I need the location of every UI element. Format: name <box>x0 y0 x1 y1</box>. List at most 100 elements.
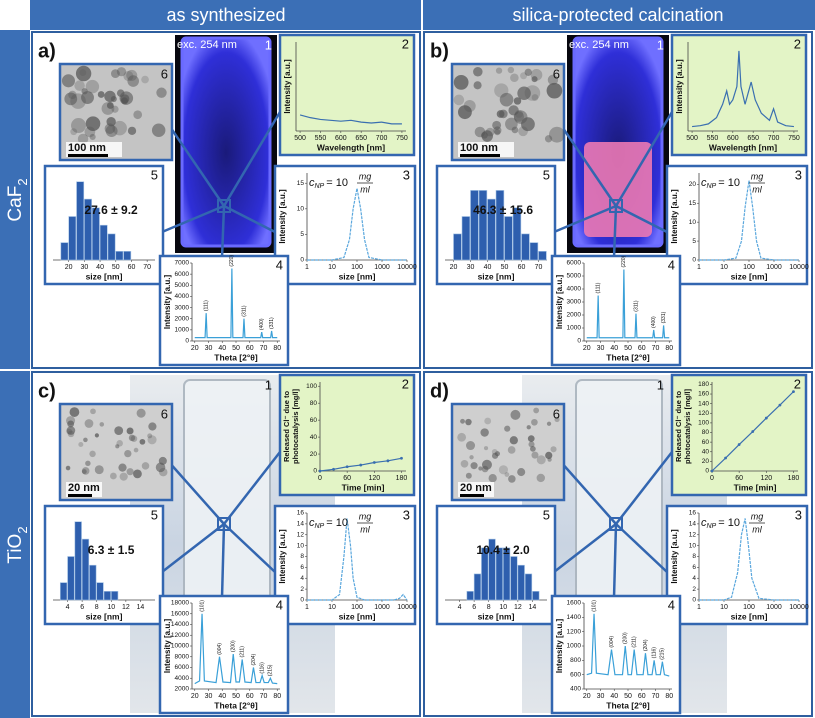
inset <box>278 373 416 497</box>
concentration-denominator: ml <box>360 184 370 194</box>
y-axis-label: Intensity [a.u.] <box>675 59 684 114</box>
column-title: as synthesized <box>166 5 285 25</box>
connector <box>222 111 282 207</box>
x-tick-label: 50 <box>232 693 240 700</box>
particle <box>460 459 469 468</box>
size-annotation: 10.4 ± 2.0 <box>476 543 530 557</box>
hist-bar <box>60 242 69 261</box>
hist-bar <box>487 198 496 261</box>
particle <box>85 79 100 94</box>
particle <box>473 81 482 90</box>
y-tick-label: 4000 <box>175 293 190 300</box>
y-tick-label: 1000 <box>567 643 582 650</box>
y-tick-label: 0 <box>300 597 304 604</box>
particle <box>116 67 127 77</box>
x-axis-label: Theta [2°θ] <box>606 700 650 710</box>
x-tick-label: 80 <box>665 693 673 700</box>
concentration-numerator: mg <box>359 511 372 521</box>
particle <box>550 446 557 453</box>
scale-box <box>458 482 494 497</box>
y-axis-label: Intensity [a.u.] <box>283 59 292 114</box>
y-tick-label: 14000 <box>171 621 189 628</box>
inset <box>43 504 165 626</box>
particle <box>89 133 96 140</box>
particle <box>531 76 538 83</box>
y-tick-label: 8 <box>300 553 304 560</box>
x-tick-label: 4 <box>458 604 462 611</box>
hist-bar <box>532 590 540 601</box>
particle <box>133 469 142 479</box>
peak-label: (211) <box>632 636 638 648</box>
y-axis-label: Intensity [a.u.] <box>555 619 564 674</box>
row-title-main: TiO <box>5 534 26 564</box>
particle <box>495 67 503 74</box>
inset <box>665 164 809 286</box>
inset-number: 3 <box>403 167 410 182</box>
y-tick-label: 80 <box>310 400 318 407</box>
size-annotation: 27.6 ± 9.2 <box>84 203 138 217</box>
inset-number: 4 <box>276 597 283 612</box>
y-tick-label: 15 <box>689 200 697 207</box>
x-tick-label: 70 <box>535 264 543 271</box>
concentration-part: = 10 <box>326 177 348 189</box>
x-axis-label: Time [min] <box>342 482 385 492</box>
y-tick-label: 14 <box>689 521 697 528</box>
hist-bar <box>488 538 496 601</box>
connector <box>223 204 276 234</box>
x-tick-label: 30 <box>467 264 475 271</box>
hist-bar <box>473 573 482 601</box>
x-tick-label: 1000 <box>374 264 390 271</box>
data-point <box>359 463 363 467</box>
hist-bar <box>74 521 82 601</box>
connector <box>220 523 226 599</box>
particle <box>141 462 150 470</box>
inset-number: 4 <box>668 597 675 612</box>
peak-label: (116) <box>651 647 657 659</box>
y-tick-label: 2 <box>300 586 304 593</box>
particle <box>66 426 76 435</box>
x-axis-label: size [nm] <box>478 611 515 621</box>
particle <box>67 430 75 438</box>
x-tick-label: 30 <box>205 693 213 700</box>
x-tick-label: 60 <box>638 345 646 352</box>
x-tick-label: 20 <box>583 345 591 352</box>
peak-label: (331) <box>269 317 275 329</box>
y-tick-label: 1600 <box>567 600 582 607</box>
y-tick-label: 60 <box>310 417 318 424</box>
inset-number: 2 <box>402 36 409 51</box>
particle <box>81 467 90 475</box>
x-tick-label: 30 <box>597 693 605 700</box>
y-axis-label: Intensity [a.u.] <box>278 529 287 584</box>
particle <box>518 126 528 137</box>
concentration-part: = 10 <box>326 517 348 529</box>
x-tick-label: 60 <box>128 264 136 271</box>
connector <box>223 523 276 573</box>
x-tick-label: 50 <box>232 345 240 352</box>
concentration-part: NP <box>707 523 717 530</box>
hist-bar <box>107 233 116 261</box>
particle <box>513 110 528 124</box>
peak-label: (200) <box>231 640 237 652</box>
x-tick-label: 120 <box>760 475 772 482</box>
x-tick-label: 10000 <box>397 264 417 271</box>
x-tick-label: 14 <box>137 604 145 611</box>
particle <box>67 420 75 428</box>
inset <box>158 254 290 367</box>
hist-bar <box>81 538 90 601</box>
hist-bar <box>115 251 124 261</box>
y-tick-label: 6000 <box>567 260 582 267</box>
particle <box>64 92 78 106</box>
concentration-numerator: mg <box>751 171 764 181</box>
x-tick-label: 500 <box>686 135 698 142</box>
y-axis-label: Released Cl⁻ due to <box>674 391 683 462</box>
data-point <box>318 469 322 473</box>
y-tick-label: 10 <box>297 206 305 213</box>
y-tick-label: 0 <box>185 338 189 345</box>
x-tick-label: 750 <box>396 135 408 142</box>
y-tick-label: 1200 <box>567 628 582 635</box>
y-tick-label: 8 <box>692 553 696 560</box>
x-axis-label: size [nm] <box>86 271 123 281</box>
data-point <box>724 456 727 460</box>
data-point <box>751 430 755 433</box>
particle <box>147 433 153 439</box>
